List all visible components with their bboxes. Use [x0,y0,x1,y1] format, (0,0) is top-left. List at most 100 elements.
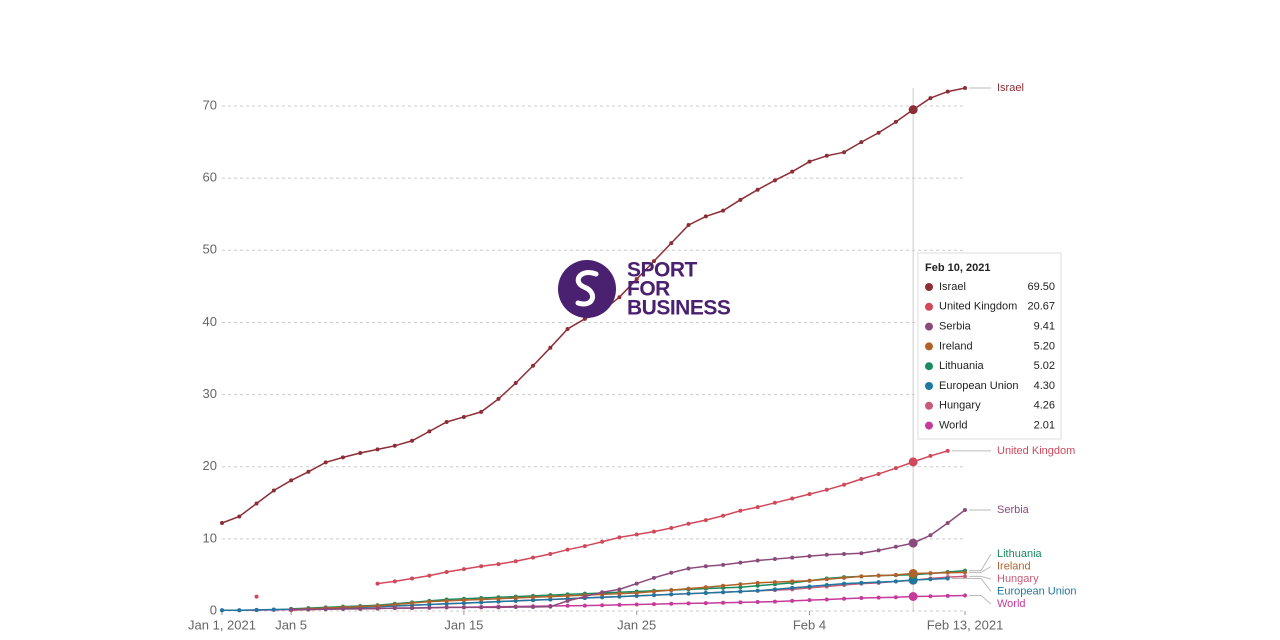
point [772,178,777,183]
point [444,419,449,424]
point [738,585,743,590]
point [651,575,656,580]
point [963,86,967,90]
point [582,594,587,599]
point [237,514,242,519]
point [323,607,328,612]
point [908,538,918,548]
point [824,487,829,492]
point [220,608,224,613]
tooltip-swatch [925,421,933,430]
point [945,576,950,581]
point [842,575,847,580]
point [772,500,777,505]
point [703,214,708,219]
point [842,482,847,487]
tooltip-value: 2.01 [1034,420,1055,432]
series-label: United Kingdom [997,445,1075,457]
point [686,586,691,591]
series-label: Hungary [997,573,1039,585]
point [686,521,691,526]
point [755,588,760,593]
point [340,606,345,611]
point [755,580,760,585]
series-line [291,571,966,611]
point [479,597,484,602]
tooltip-swatch [925,401,933,410]
point [686,223,691,228]
point [669,526,674,531]
point [479,564,484,569]
point [306,469,311,474]
tooltip-name: Israel [939,281,966,293]
point [651,259,656,264]
point [669,601,674,606]
series-label: Lithuania [997,548,1043,560]
point [876,471,881,476]
point [651,529,656,534]
point [842,596,847,601]
point [565,547,570,552]
tooltip-swatch [925,382,933,390]
point [254,607,259,612]
series-label: European Union [997,585,1077,597]
x-tick-label: Jan 5 [275,617,307,632]
point [721,600,726,605]
tooltip-value: 4.30 [1034,380,1055,392]
point [651,589,656,594]
x-tick-label: Feb 13, 2021 [927,617,1004,632]
point [928,96,933,101]
point [548,597,553,602]
point [893,572,898,577]
point [513,605,518,610]
point [859,580,864,585]
point [703,601,708,606]
tooltip-swatch [925,362,933,371]
tooltip-name: Lithuania [939,360,985,372]
point [721,562,726,567]
point [738,508,743,513]
series-label: Ireland [997,560,1031,572]
point [842,581,847,586]
point [427,602,432,607]
point [531,595,536,600]
point [600,590,605,595]
point [772,599,777,604]
point [237,608,242,613]
point [772,587,777,592]
tooltip-value: 5.20 [1034,340,1055,352]
point [427,599,432,604]
point [375,447,380,452]
point [392,606,397,611]
lines-layer [220,86,967,613]
x-tick-label: Feb 4 [793,617,826,632]
point [513,596,518,601]
point [908,457,918,467]
point [669,588,674,593]
point [461,414,466,419]
point [496,599,501,604]
point [755,599,760,604]
point [617,535,622,540]
watermark-logo-mark [575,270,599,307]
point [617,594,622,599]
point [513,598,518,603]
point [444,605,449,610]
point [876,130,881,135]
point [600,603,605,608]
series-label: Israel [997,82,1024,94]
point [686,601,691,606]
label-connector [969,553,992,572]
tooltip-name: European Union [939,380,1019,392]
tooltip-name: Ireland [939,340,973,352]
point [859,551,864,556]
point [427,605,432,610]
point [824,577,829,582]
tooltip: Feb 10, 2021 Israel 69.50 United Kingdom 20… [917,252,1062,440]
watermark-text: BUSINESS [627,297,731,320]
point [790,598,795,603]
point [859,596,864,601]
point [427,573,432,578]
